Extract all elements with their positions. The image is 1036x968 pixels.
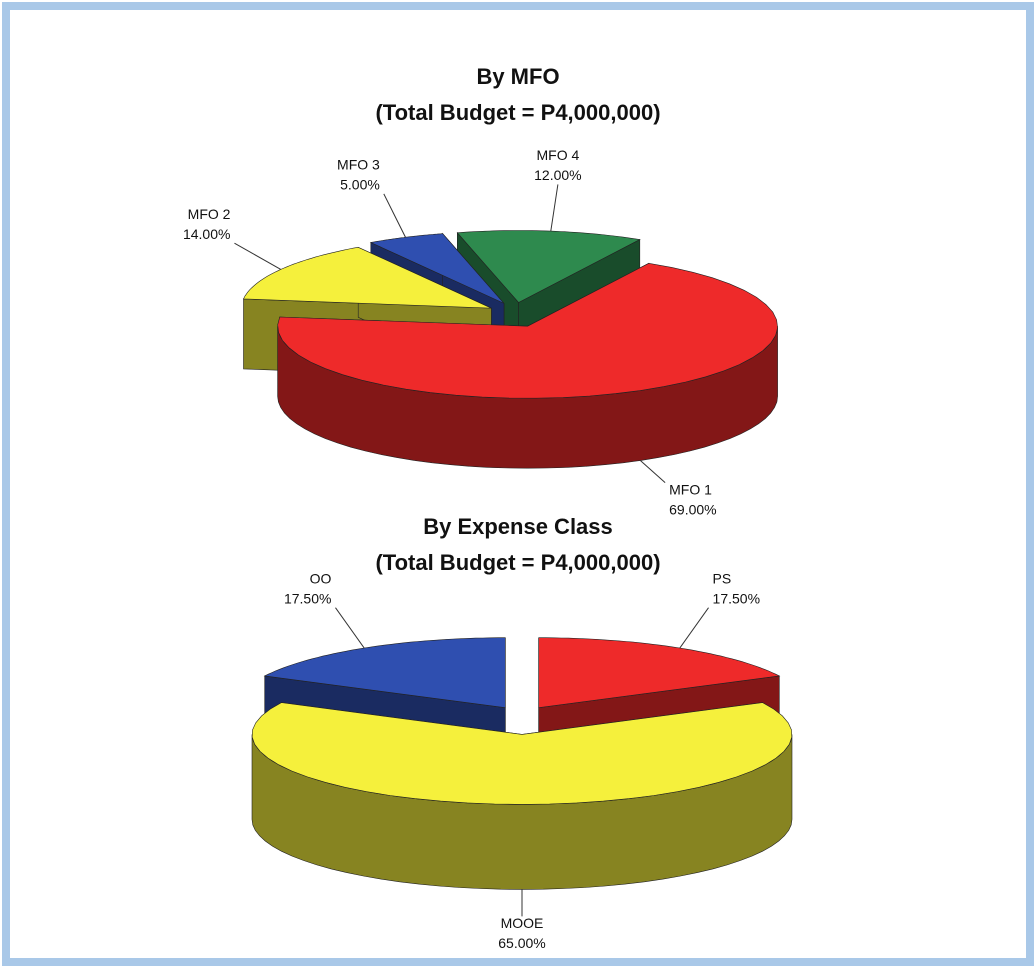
slice-value-label: 65.00% xyxy=(498,935,545,951)
pie-slice xyxy=(251,702,793,805)
leader-line xyxy=(679,607,709,649)
slice-value-label: 5.00% xyxy=(340,177,380,193)
leader-line xyxy=(383,193,406,238)
slice-value-label: 14.00% xyxy=(183,226,230,242)
slice-label: MFO 3 xyxy=(337,157,380,173)
slice-value-label: 12.00% xyxy=(534,167,581,183)
leader-line xyxy=(335,607,365,649)
leader-line xyxy=(640,460,666,484)
slice-value-label: 17.50% xyxy=(713,590,760,606)
pie-slice xyxy=(277,262,778,399)
chart-subtitle: (Total Budget = P4,000,000) xyxy=(375,100,660,125)
chart-title: By MFO xyxy=(476,64,559,89)
slice-label: MFO 2 xyxy=(188,206,231,222)
chart-title: By Expense Class xyxy=(423,514,613,539)
slice-value-label: 17.50% xyxy=(284,590,331,606)
slice-label: MOOE xyxy=(501,915,544,931)
leader-line xyxy=(234,242,282,270)
slice-label: OO xyxy=(310,570,332,586)
slice-label: MFO 1 xyxy=(669,481,712,497)
chart-subtitle: (Total Budget = P4,000,000) xyxy=(375,550,660,575)
slice-label: PS xyxy=(713,570,732,586)
leader-line xyxy=(550,184,559,232)
slice-value-label: 69.00% xyxy=(669,501,716,517)
slice-label: MFO 4 xyxy=(536,147,579,163)
